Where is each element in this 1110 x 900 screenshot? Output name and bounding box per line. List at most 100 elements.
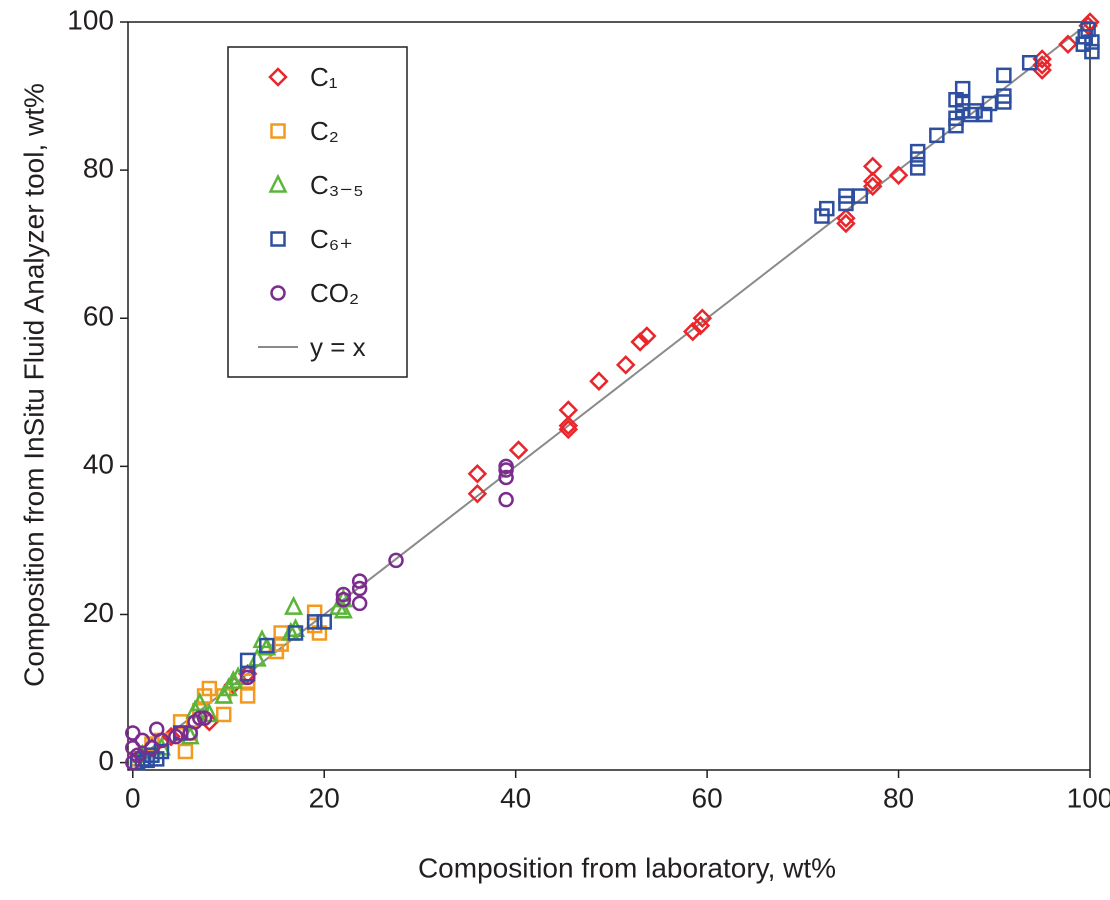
marker	[257, 636, 277, 656]
marker	[498, 469, 514, 486]
marker	[144, 747, 160, 763]
marker	[976, 106, 993, 123]
y-tick-label: 100	[67, 4, 114, 35]
y-tick-label: 0	[98, 745, 114, 776]
marker	[192, 710, 208, 726]
y-tick-label: 60	[83, 301, 114, 332]
marker	[284, 595, 304, 615]
marker	[153, 743, 170, 760]
legend-marker	[268, 67, 288, 87]
x-axis-label: Composition from laboratory, wt%	[418, 852, 836, 883]
y-tick-label: 40	[83, 449, 114, 480]
marker	[888, 165, 909, 186]
marker	[190, 692, 210, 712]
x-tick-label: 20	[309, 782, 340, 813]
marker	[259, 637, 275, 654]
x-tick-label: 0	[125, 782, 141, 813]
marker	[682, 321, 703, 342]
marker	[129, 747, 146, 763]
marker	[692, 308, 713, 329]
marker	[144, 740, 160, 756]
marker	[388, 552, 404, 569]
marker	[287, 625, 304, 641]
legend-marker	[270, 123, 286, 139]
x-tick-label: 60	[692, 782, 723, 813]
marker	[129, 754, 146, 771]
marker	[215, 706, 232, 723]
legend-marker	[268, 173, 288, 193]
marker	[1058, 34, 1078, 54]
marker	[196, 710, 213, 726]
marker	[996, 88, 1012, 104]
marker	[177, 743, 194, 760]
marker	[134, 732, 151, 749]
marker	[558, 415, 579, 436]
marker	[335, 586, 352, 603]
marker	[125, 725, 141, 741]
legend-label: C₂	[310, 116, 339, 146]
legend-box	[227, 46, 408, 378]
marker	[239, 688, 256, 704]
marker	[306, 614, 323, 630]
marker	[285, 617, 306, 638]
marker	[852, 188, 869, 204]
marker	[862, 171, 883, 191]
marker	[981, 95, 998, 112]
legend-label: C₁	[310, 62, 338, 92]
marker	[239, 652, 256, 669]
legend-label: C₆₊	[310, 224, 353, 254]
marker	[351, 573, 368, 589]
marker	[836, 208, 856, 229]
marker	[316, 614, 332, 630]
marker	[909, 143, 926, 160]
marker	[996, 67, 1012, 84]
marker	[637, 326, 657, 346]
x-tick-label: 100	[1067, 782, 1110, 813]
marker	[498, 458, 514, 475]
marker	[1021, 54, 1038, 71]
marker	[223, 669, 243, 689]
marker	[273, 636, 289, 652]
legend-marker	[270, 231, 286, 247]
marker	[589, 371, 609, 391]
marker	[819, 200, 835, 217]
marker	[630, 332, 650, 352]
legend-label: C₃₋₅	[310, 170, 364, 200]
marker	[351, 580, 368, 597]
marker	[306, 604, 323, 621]
marker	[862, 156, 883, 177]
marker	[836, 213, 856, 234]
legend-label: y = x	[310, 332, 366, 362]
marker	[1084, 34, 1100, 50]
marker	[172, 725, 189, 741]
marker	[239, 669, 256, 686]
marker	[615, 355, 636, 375]
marker	[172, 714, 189, 730]
y-tick-label: 20	[83, 597, 114, 628]
marker	[351, 595, 368, 612]
plot-frame	[127, 21, 1091, 771]
y-axis-label: Composition from InSitu Fluid Analyzer t…	[18, 83, 49, 687]
marker	[838, 188, 854, 204]
marker	[498, 491, 514, 508]
marker	[1084, 43, 1100, 60]
marker	[954, 80, 971, 97]
y-tick-label: 80	[83, 153, 114, 184]
marker	[508, 440, 529, 460]
x-tick-label: 40	[500, 782, 531, 813]
marker	[467, 483, 488, 504]
marker	[929, 127, 945, 144]
legend-marker	[270, 285, 286, 301]
marker	[558, 400, 579, 420]
marker	[153, 732, 170, 749]
marker	[909, 160, 926, 176]
marker	[467, 463, 488, 484]
marker	[962, 106, 979, 123]
marker	[967, 103, 983, 119]
x-tick-label: 80	[883, 782, 914, 813]
marker	[311, 625, 328, 641]
marker	[335, 591, 352, 608]
marker	[333, 599, 353, 619]
